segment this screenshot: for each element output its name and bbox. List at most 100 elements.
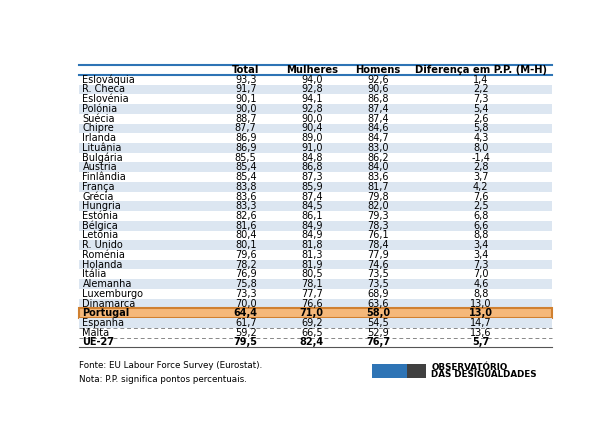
Bar bbox=[214, 328, 278, 337]
Bar bbox=[346, 250, 410, 260]
Text: 83,6: 83,6 bbox=[235, 191, 257, 202]
Bar bbox=[79, 172, 214, 182]
Bar bbox=[346, 309, 410, 318]
Bar bbox=[214, 318, 278, 328]
Text: Malta: Malta bbox=[82, 328, 109, 338]
Text: 75,8: 75,8 bbox=[235, 279, 257, 289]
Bar bbox=[346, 337, 410, 347]
Text: 4,6: 4,6 bbox=[473, 279, 489, 289]
Text: Mulheres: Mulheres bbox=[286, 65, 338, 75]
Text: 5,7: 5,7 bbox=[472, 337, 489, 348]
Bar bbox=[346, 279, 410, 289]
Text: Polónia: Polónia bbox=[82, 104, 118, 114]
Bar bbox=[410, 240, 551, 250]
Text: 7,3: 7,3 bbox=[473, 260, 489, 270]
Bar bbox=[346, 65, 410, 75]
Bar bbox=[410, 114, 551, 123]
Text: Eslovénia: Eslovénia bbox=[82, 94, 129, 104]
Text: 83,8: 83,8 bbox=[235, 182, 257, 192]
Text: 7,3: 7,3 bbox=[473, 94, 489, 104]
Text: 2,8: 2,8 bbox=[473, 163, 489, 172]
Text: 87,3: 87,3 bbox=[301, 172, 323, 182]
Text: R. Unido: R. Unido bbox=[82, 240, 123, 250]
Text: 73,3: 73,3 bbox=[235, 289, 257, 299]
Text: 85,4: 85,4 bbox=[235, 163, 257, 172]
Bar bbox=[79, 309, 551, 318]
Bar bbox=[278, 202, 346, 211]
Bar bbox=[79, 221, 214, 230]
Text: 66,5: 66,5 bbox=[301, 328, 323, 338]
Bar bbox=[278, 270, 346, 279]
Text: Dinamarca: Dinamarca bbox=[82, 298, 136, 309]
Bar bbox=[410, 65, 551, 75]
Text: 81,6: 81,6 bbox=[235, 221, 257, 231]
Text: 6,6: 6,6 bbox=[473, 221, 489, 231]
Bar bbox=[346, 192, 410, 202]
Bar bbox=[278, 153, 346, 163]
Bar bbox=[278, 240, 346, 250]
Bar bbox=[79, 309, 214, 318]
Text: 8,0: 8,0 bbox=[473, 143, 489, 153]
Text: Eslováquia: Eslováquia bbox=[82, 75, 135, 85]
Text: Total: Total bbox=[232, 65, 259, 75]
Text: 80,5: 80,5 bbox=[301, 270, 323, 279]
Bar bbox=[410, 270, 551, 279]
Text: Lituânia: Lituânia bbox=[82, 143, 122, 153]
Bar bbox=[278, 133, 346, 143]
Text: 78,4: 78,4 bbox=[367, 240, 389, 250]
Bar bbox=[79, 240, 214, 250]
Text: 13,6: 13,6 bbox=[470, 328, 492, 338]
Text: 5,8: 5,8 bbox=[473, 123, 489, 133]
Text: 90,4: 90,4 bbox=[301, 123, 322, 133]
Text: Luxemburgo: Luxemburgo bbox=[82, 289, 144, 299]
Bar bbox=[346, 95, 410, 104]
Bar bbox=[346, 75, 410, 85]
Text: 70,0: 70,0 bbox=[235, 298, 257, 309]
Text: 86,9: 86,9 bbox=[235, 143, 257, 153]
Text: Alemanha: Alemanha bbox=[82, 279, 132, 289]
Bar bbox=[214, 123, 278, 133]
Text: 77,7: 77,7 bbox=[301, 289, 323, 299]
Text: 71,0: 71,0 bbox=[300, 308, 324, 318]
Bar bbox=[410, 260, 551, 270]
Bar bbox=[346, 202, 410, 211]
Bar bbox=[278, 250, 346, 260]
Text: 69,2: 69,2 bbox=[301, 318, 323, 328]
Bar bbox=[410, 211, 551, 221]
Bar bbox=[278, 123, 346, 133]
Text: 86,9: 86,9 bbox=[235, 133, 257, 143]
Text: Nota: P.P. significa pontos percentuais.: Nota: P.P. significa pontos percentuais. bbox=[79, 375, 247, 384]
Bar bbox=[410, 143, 551, 153]
Text: UE-27: UE-27 bbox=[82, 337, 114, 348]
Bar bbox=[214, 202, 278, 211]
Text: 85,5: 85,5 bbox=[235, 153, 257, 163]
Bar bbox=[278, 337, 346, 347]
Text: 52,9: 52,9 bbox=[367, 328, 389, 338]
Bar bbox=[79, 328, 214, 337]
Text: 2,2: 2,2 bbox=[473, 84, 489, 95]
Text: Roménia: Roménia bbox=[82, 250, 125, 260]
Text: 61,7: 61,7 bbox=[235, 318, 257, 328]
Text: Chipre: Chipre bbox=[82, 123, 114, 133]
Bar bbox=[79, 163, 214, 172]
Text: 59,2: 59,2 bbox=[235, 328, 257, 338]
Bar bbox=[410, 172, 551, 182]
Text: 87,4: 87,4 bbox=[367, 104, 389, 114]
Bar bbox=[214, 143, 278, 153]
Text: 58,0: 58,0 bbox=[366, 308, 390, 318]
Bar bbox=[214, 221, 278, 230]
Text: 54,5: 54,5 bbox=[367, 318, 389, 328]
Text: Finlândia: Finlândia bbox=[82, 172, 126, 182]
Bar bbox=[346, 114, 410, 123]
Text: 78,2: 78,2 bbox=[235, 260, 257, 270]
Bar bbox=[278, 143, 346, 153]
Bar bbox=[410, 95, 551, 104]
Bar bbox=[79, 192, 214, 202]
Text: 76,7: 76,7 bbox=[366, 337, 390, 348]
Bar bbox=[410, 133, 551, 143]
Text: Bulgária: Bulgária bbox=[82, 152, 123, 163]
Text: OBSERVATÓRIO: OBSERVATÓRIO bbox=[431, 363, 508, 372]
Bar bbox=[214, 182, 278, 192]
Text: 84,0: 84,0 bbox=[367, 163, 389, 172]
Bar bbox=[346, 318, 410, 328]
